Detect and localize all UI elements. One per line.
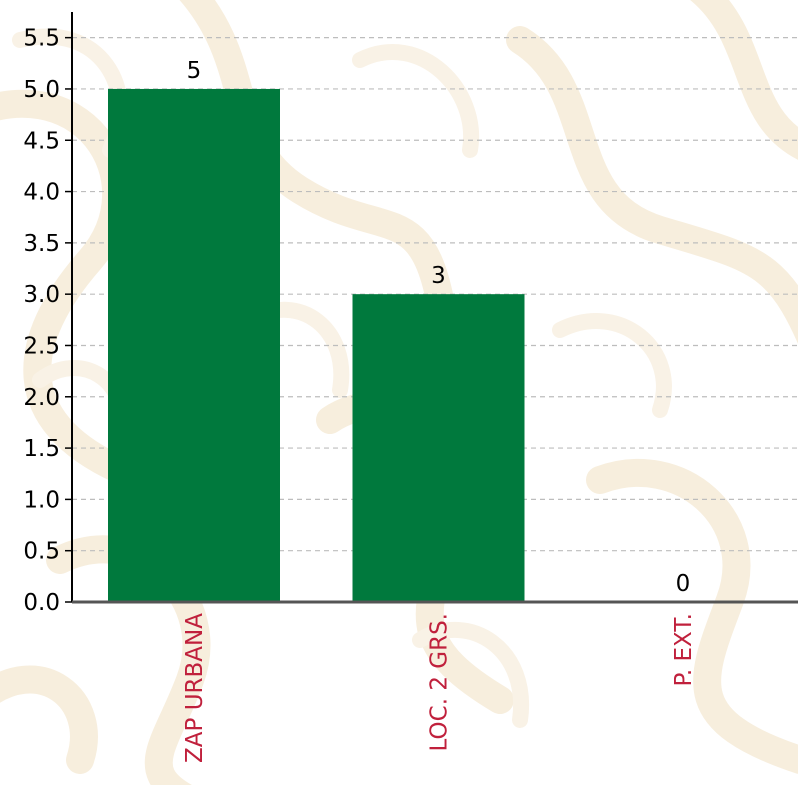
y-tick-label: 4.5 <box>23 128 60 154</box>
data-labels: 5 3 0 <box>187 58 691 597</box>
bar-value-label: 0 <box>676 571 691 597</box>
y-tick-label: 5.5 <box>23 26 60 52</box>
y-tick-label: 2.0 <box>23 385 60 411</box>
bar-value-label: 5 <box>187 58 202 84</box>
category-label: P. EXT. <box>671 613 697 686</box>
y-tick-label: 0.0 <box>23 590 60 616</box>
y-tick-label: 3.0 <box>23 282 60 308</box>
y-tick-label: 2.5 <box>23 333 60 359</box>
y-tick-label: 4.0 <box>23 180 60 206</box>
category-label: ZAP URBANA <box>182 613 208 763</box>
bar <box>352 294 525 602</box>
category-label: LOC. 2 GRS. <box>427 613 453 751</box>
bar <box>108 88 280 602</box>
y-tick-label: 3.5 <box>23 231 60 257</box>
y-tick-label: 1.0 <box>23 487 60 513</box>
bar-value-label: 3 <box>431 263 446 289</box>
y-tick-label: 5.0 <box>23 77 60 103</box>
y-tick-label: 1.5 <box>23 436 60 462</box>
y-axis-ticks: 0.0 0.5 1.0 1.5 2.0 2.5 3.0 3.5 4.0 4.5 5.0 5.5 <box>23 26 72 616</box>
bars <box>108 88 769 604</box>
y-tick-label: 0.5 <box>23 539 60 565</box>
x-axis-category-labels: ZAP URBANA LOC. 2 GRS. P. EXT. <box>182 613 697 763</box>
